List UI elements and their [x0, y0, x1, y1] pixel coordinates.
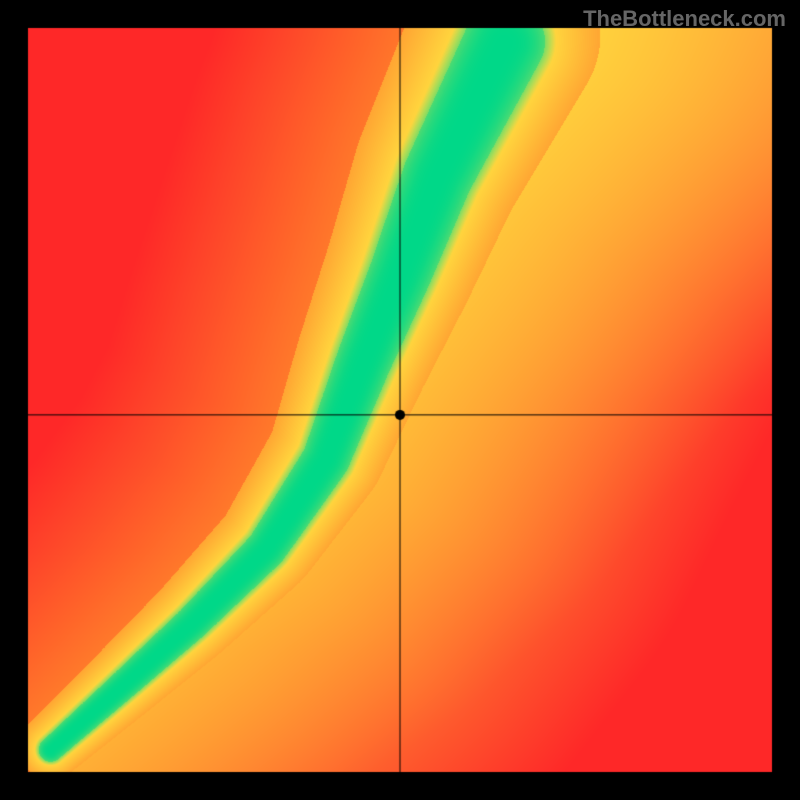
watermark-text: TheBottleneck.com	[583, 6, 786, 32]
heatmap-canvas	[0, 0, 800, 800]
chart-container: TheBottleneck.com	[0, 0, 800, 800]
